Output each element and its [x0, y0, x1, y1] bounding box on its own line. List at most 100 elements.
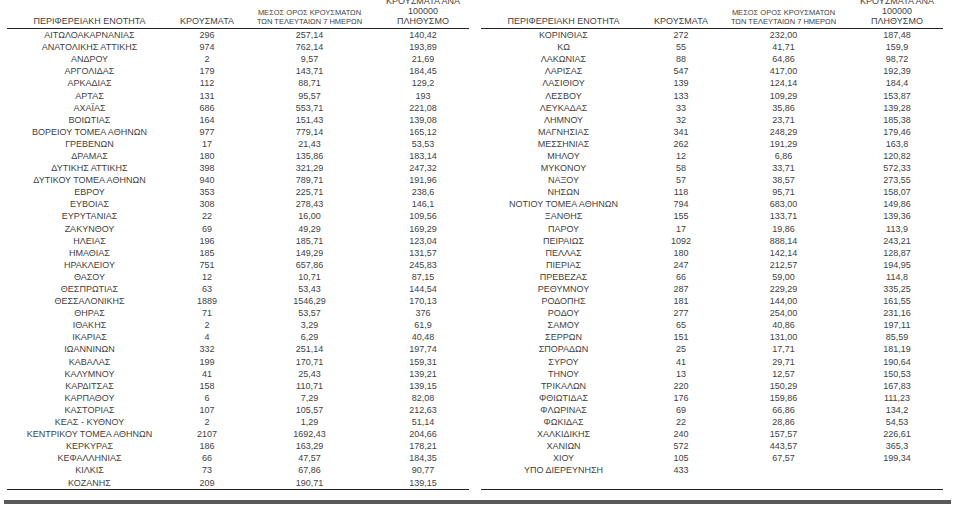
column-header-per-100k-line1: ΚΡΟΥΣΜΑΤΑ ΑΝΑ 100000: [377, 0, 469, 16]
avg-7day-cell: 40,86: [716, 320, 851, 330]
table-row: ΛΕΥΚΑΔΑΣ3335,86139,28: [481, 102, 943, 114]
avg-7day-cell: 59,00: [716, 272, 851, 282]
table-row: ΛΑΣΙΘΙΟΥ139124,14184,4: [481, 77, 943, 89]
region-name-cell: ΡΟΔΟΥ: [481, 308, 646, 318]
per-100k-cell: 159,31: [377, 357, 469, 367]
cases-cell: 2: [172, 320, 242, 330]
region-name-cell: ΛΑΚΩΝΙΑΣ: [481, 54, 646, 64]
region-name-cell: ΤΡΙΚΑΛΩΝ: [481, 381, 646, 391]
avg-7day-cell: 789,71: [242, 175, 377, 185]
table-row: ΞΑΝΘΗΣ155133,71139,36: [481, 210, 943, 222]
column-header-7day-average-line2: ΤΩΝ ΤΕΛΕΥΤΑΙΩΝ 7 ΗΜΕΡΩΝ: [716, 17, 851, 26]
per-100k-cell: 109,56: [377, 211, 469, 221]
table-row: ΛΑΡΙΣΑΣ547417,00192,39: [481, 65, 943, 77]
table-row: ΑΡΓΟΛΙΔΑΣ179143,71184,45: [7, 65, 469, 77]
avg-7day-cell: 157,57: [716, 429, 851, 439]
region-name-cell: ΝΑΞΟΥ: [481, 175, 646, 185]
cases-cell: 69: [646, 405, 716, 415]
avg-7day-cell: 225,71: [242, 187, 377, 197]
cases-cell: 262: [646, 139, 716, 149]
per-100k-cell: 153,87: [851, 91, 943, 101]
region-name-cell: ΚΕΑΣ - ΚΥΘΝΟΥ: [7, 417, 172, 427]
avg-7day-cell: 105,57: [242, 405, 377, 415]
table-row: ΚΑΒΑΛΑΣ199170,71159,31: [7, 356, 469, 368]
region-name-cell: ΓΡΕΒΕΝΩΝ: [7, 139, 172, 149]
avg-7day-cell: 28,86: [716, 417, 851, 427]
avg-7day-cell: 150,29: [716, 381, 851, 391]
cases-cell: 1889: [172, 296, 242, 306]
per-100k-cell: 114,8: [851, 272, 943, 282]
region-name-cell: ΕΥΡΥΤΑΝΙΑΣ: [7, 211, 172, 221]
avg-7day-cell: 135,86: [242, 151, 377, 161]
per-100k-cell: 159,9: [851, 42, 943, 52]
avg-7day-cell: 657,86: [242, 260, 377, 270]
avg-7day-cell: 47,57: [242, 453, 377, 463]
region-name-cell: ΑΡΓΟΛΙΔΑΣ: [7, 66, 172, 76]
column-header-per-100k-line2: ΠΛΗΘΥΣΜΟ: [377, 16, 469, 26]
column-header-cases-label: ΚΡΟΥΣΜΑΤΑ: [646, 16, 716, 26]
table-row: ΒΟΡΕΙΟΥ ΤΟΜΕΑ ΑΘΗΝΩΝ977779,14165,12: [7, 126, 469, 138]
column-header-per-100k-line2: ΠΛΗΘΥΣΜΟ: [851, 16, 943, 26]
table-row: ΗΜΑΘΙΑΣ185149,29131,57: [7, 247, 469, 259]
column-header-region: ΠΕΡΙΦΕΡΕΙΑΚΗ ΕΝΟΤΗΤΑ: [7, 16, 172, 28]
avg-7day-cell: 159,86: [716, 393, 851, 403]
region-name-cell: ΧΙΟΥ: [481, 453, 646, 463]
avg-7day-cell: 66,86: [716, 405, 851, 415]
per-100k-cell: 572,33: [851, 163, 943, 173]
cases-cell: 751: [172, 260, 242, 270]
region-name-cell: ΚΩ: [481, 42, 646, 52]
region-name-cell: ΚΕΦΑΛΛΗΝΙΑΣ: [7, 453, 172, 463]
avg-7day-cell: 6,86: [716, 151, 851, 161]
region-name-cell: ΚΟΖΑΝΗΣ: [7, 478, 172, 488]
cases-cell: 287: [646, 284, 716, 294]
cases-cell: 13: [646, 369, 716, 379]
table-row: ΦΘΙΩΤΙΔΑΣ176159,86111,23: [481, 392, 943, 404]
avg-7day-cell: 1,29: [242, 417, 377, 427]
table-row: ΛΑΚΩΝΙΑΣ8864,8698,72: [481, 53, 943, 65]
table-row: ΙΩΑΝΝΙΝΩΝ332251,14197,74: [7, 343, 469, 355]
cases-cell: 12: [172, 272, 242, 282]
cases-cell: 181: [646, 296, 716, 306]
region-name-cell: ΑΡΚΑΔΙΑΣ: [7, 78, 172, 88]
table-row: ΑΡΤΑΣ13195,57193: [7, 89, 469, 101]
table-row: ΔΡΑΜΑΣ180135,86183,14: [7, 150, 469, 162]
per-100k-cell: 184,35: [377, 453, 469, 463]
column-header-cases: ΚΡΟΥΣΜΑΤΑ: [646, 16, 716, 28]
cases-cell: 240: [646, 429, 716, 439]
per-100k-cell: 197,74: [377, 344, 469, 354]
avg-7day-cell: 232,00: [716, 30, 851, 40]
cases-cell: 118: [646, 187, 716, 197]
cases-cell: 176: [646, 393, 716, 403]
cases-cell: 22: [646, 417, 716, 427]
cases-cell: 73: [172, 465, 242, 475]
table-row: ΙΚΑΡΙΑΣ46,2940,48: [7, 331, 469, 343]
avg-7day-cell: 49,29: [242, 224, 377, 234]
per-100k-cell: 61,9: [377, 320, 469, 330]
per-100k-cell: 82,08: [377, 393, 469, 403]
per-100k-cell: 183,14: [377, 151, 469, 161]
region-name-cell: ΚΑΣΤΟΡΙΑΣ: [7, 405, 172, 415]
avg-7day-cell: 144,00: [716, 296, 851, 306]
cases-cell: 32: [646, 115, 716, 125]
region-name-cell: ΛΗΜΝΟΥ: [481, 115, 646, 125]
avg-7day-cell: 29,71: [716, 357, 851, 367]
region-name-cell: ΗΛΕΙΑΣ: [7, 236, 172, 246]
cases-cell: 17: [172, 139, 242, 149]
cases-cell: 296: [172, 30, 242, 40]
cases-cell: 107: [172, 405, 242, 415]
table-row: ΧΑΝΙΩΝ572443,57365,3: [481, 440, 943, 452]
per-100k-cell: 129,2: [377, 78, 469, 88]
table-row: ΚΕΑΣ - ΚΥΘΝΟΥ21,2951,14: [7, 416, 469, 428]
table-row: ΘΕΣΠΡΩΤΙΑΣ6353,43144,54: [7, 283, 469, 295]
per-100k-cell: 131,57: [377, 248, 469, 258]
table-row: ΛΕΣΒΟΥ133109,29153,87: [481, 89, 943, 101]
cases-cell: 974: [172, 42, 242, 52]
per-100k-cell: 199,34: [851, 453, 943, 463]
per-100k-cell: 123,04: [377, 236, 469, 246]
avg-7day-cell: 762,14: [242, 42, 377, 52]
table-row: ΑΡΚΑΔΙΑΣ11288,71129,2: [7, 77, 469, 89]
per-100k-cell: 181,19: [851, 344, 943, 354]
cases-cell: 341: [646, 127, 716, 137]
cases-cell: 186: [172, 441, 242, 451]
region-name-cell: ΘΑΣΟΥ: [7, 272, 172, 282]
